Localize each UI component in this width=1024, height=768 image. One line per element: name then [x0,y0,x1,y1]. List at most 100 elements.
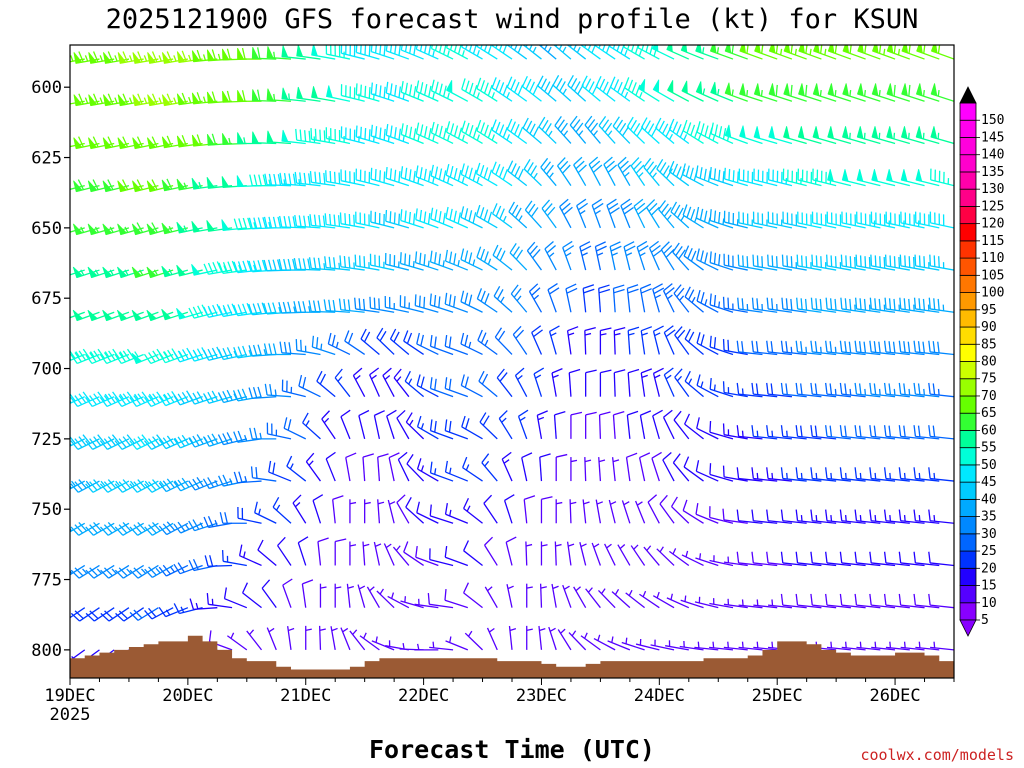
wind-barb [102,93,130,107]
wind-barb [191,177,218,190]
wind-barb [251,131,277,145]
wind-barb [400,45,424,60]
wind-barb [463,498,483,524]
colorbar-swatch [959,154,977,173]
wind-barb [218,303,247,318]
wind-barb [444,292,469,313]
plot-frame [69,44,955,679]
wind-barb [569,499,577,524]
wind-barb [237,47,262,60]
wind-barb [204,555,233,567]
wind-barb [384,295,410,313]
wind-barb [117,223,144,236]
wind-barb [682,204,704,229]
wind-barb [555,499,563,524]
colorbar-swatch [959,550,977,569]
wind-barb [854,382,881,398]
wind-barb [248,259,277,273]
wind-barb [460,248,483,271]
wind-barb [783,45,807,60]
wind-barb [839,382,866,398]
wind-barb [854,593,881,609]
wind-barb [798,45,822,60]
wind-barb [898,382,925,398]
wind-barb [709,293,734,313]
wind-barb [608,45,631,60]
x-tick-label: 19DEC [44,686,95,706]
wind-barb [810,425,837,440]
wind-barb [399,295,424,313]
wind-barb [370,167,395,187]
wind-barb [330,626,338,650]
wind-barb [268,460,292,482]
wind-barb [461,78,483,102]
wind-barb [885,641,910,651]
wind-barb [598,284,611,313]
wind-barb [599,327,612,355]
wind-barb [660,241,675,271]
wind-barb [233,302,262,317]
wind-barb [795,509,822,524]
wind-barb [540,157,557,187]
wind-barb [557,628,572,651]
wind-barb [647,494,660,524]
wind-barb [781,254,807,271]
wind-barb [254,501,277,524]
wind-barb [483,494,498,524]
wind-barb [668,118,690,144]
wind-barb [627,326,640,355]
wind-barb [70,100,85,105]
colorbar-label: 115 [981,234,1004,249]
colorbar-label: 95 [981,303,997,318]
wind-barb [385,640,409,651]
wind-barb [554,541,562,566]
wind-barb [797,126,822,145]
wind-barb [722,339,748,356]
wind-barb [319,583,327,608]
wind-barb [405,497,425,524]
wind-barb [373,410,385,440]
wind-barb [857,45,881,60]
wind-barb [751,467,778,482]
wind-barb [854,297,881,313]
y-tick-label: 650 [31,219,62,239]
wind-barb [281,129,306,145]
wind-barb [88,51,115,64]
wind-barb [736,382,763,398]
wind-barb [248,302,277,316]
wind-barb [709,506,734,524]
wind-barb [928,509,954,524]
wind-barb [72,309,100,322]
wind-barb [854,509,881,524]
colorbar-swatch [959,171,977,190]
wind-barb [491,45,513,60]
wind-barb [396,494,410,524]
wind-barb [266,130,292,145]
wind-barb [598,116,616,144]
wind-barb [753,641,778,651]
wind-barb [461,415,483,440]
wind-barb [722,465,748,482]
wind-barb [416,415,439,440]
wind-barb [129,564,159,579]
wind-barb [709,335,734,356]
wind-barb [382,367,395,397]
wind-barb [311,335,336,356]
credit-text: coolwx.com/models [860,746,1014,764]
wind-barb [869,509,896,524]
wind-barb [278,301,306,314]
wind-barb [869,382,896,398]
wind-barb [429,250,454,271]
wind-barb [636,240,649,271]
wind-barb [612,284,625,313]
wind-barb [491,161,513,187]
wind-barb [665,640,689,651]
wind-barb [651,451,662,482]
wind-barb [414,251,439,271]
wind-barb [521,452,533,482]
wind-barb [588,156,603,186]
wind-barb [565,283,578,313]
wind-barb [88,136,115,150]
wind-barb [723,598,748,609]
x-tick-label: 20DEC [162,686,213,706]
